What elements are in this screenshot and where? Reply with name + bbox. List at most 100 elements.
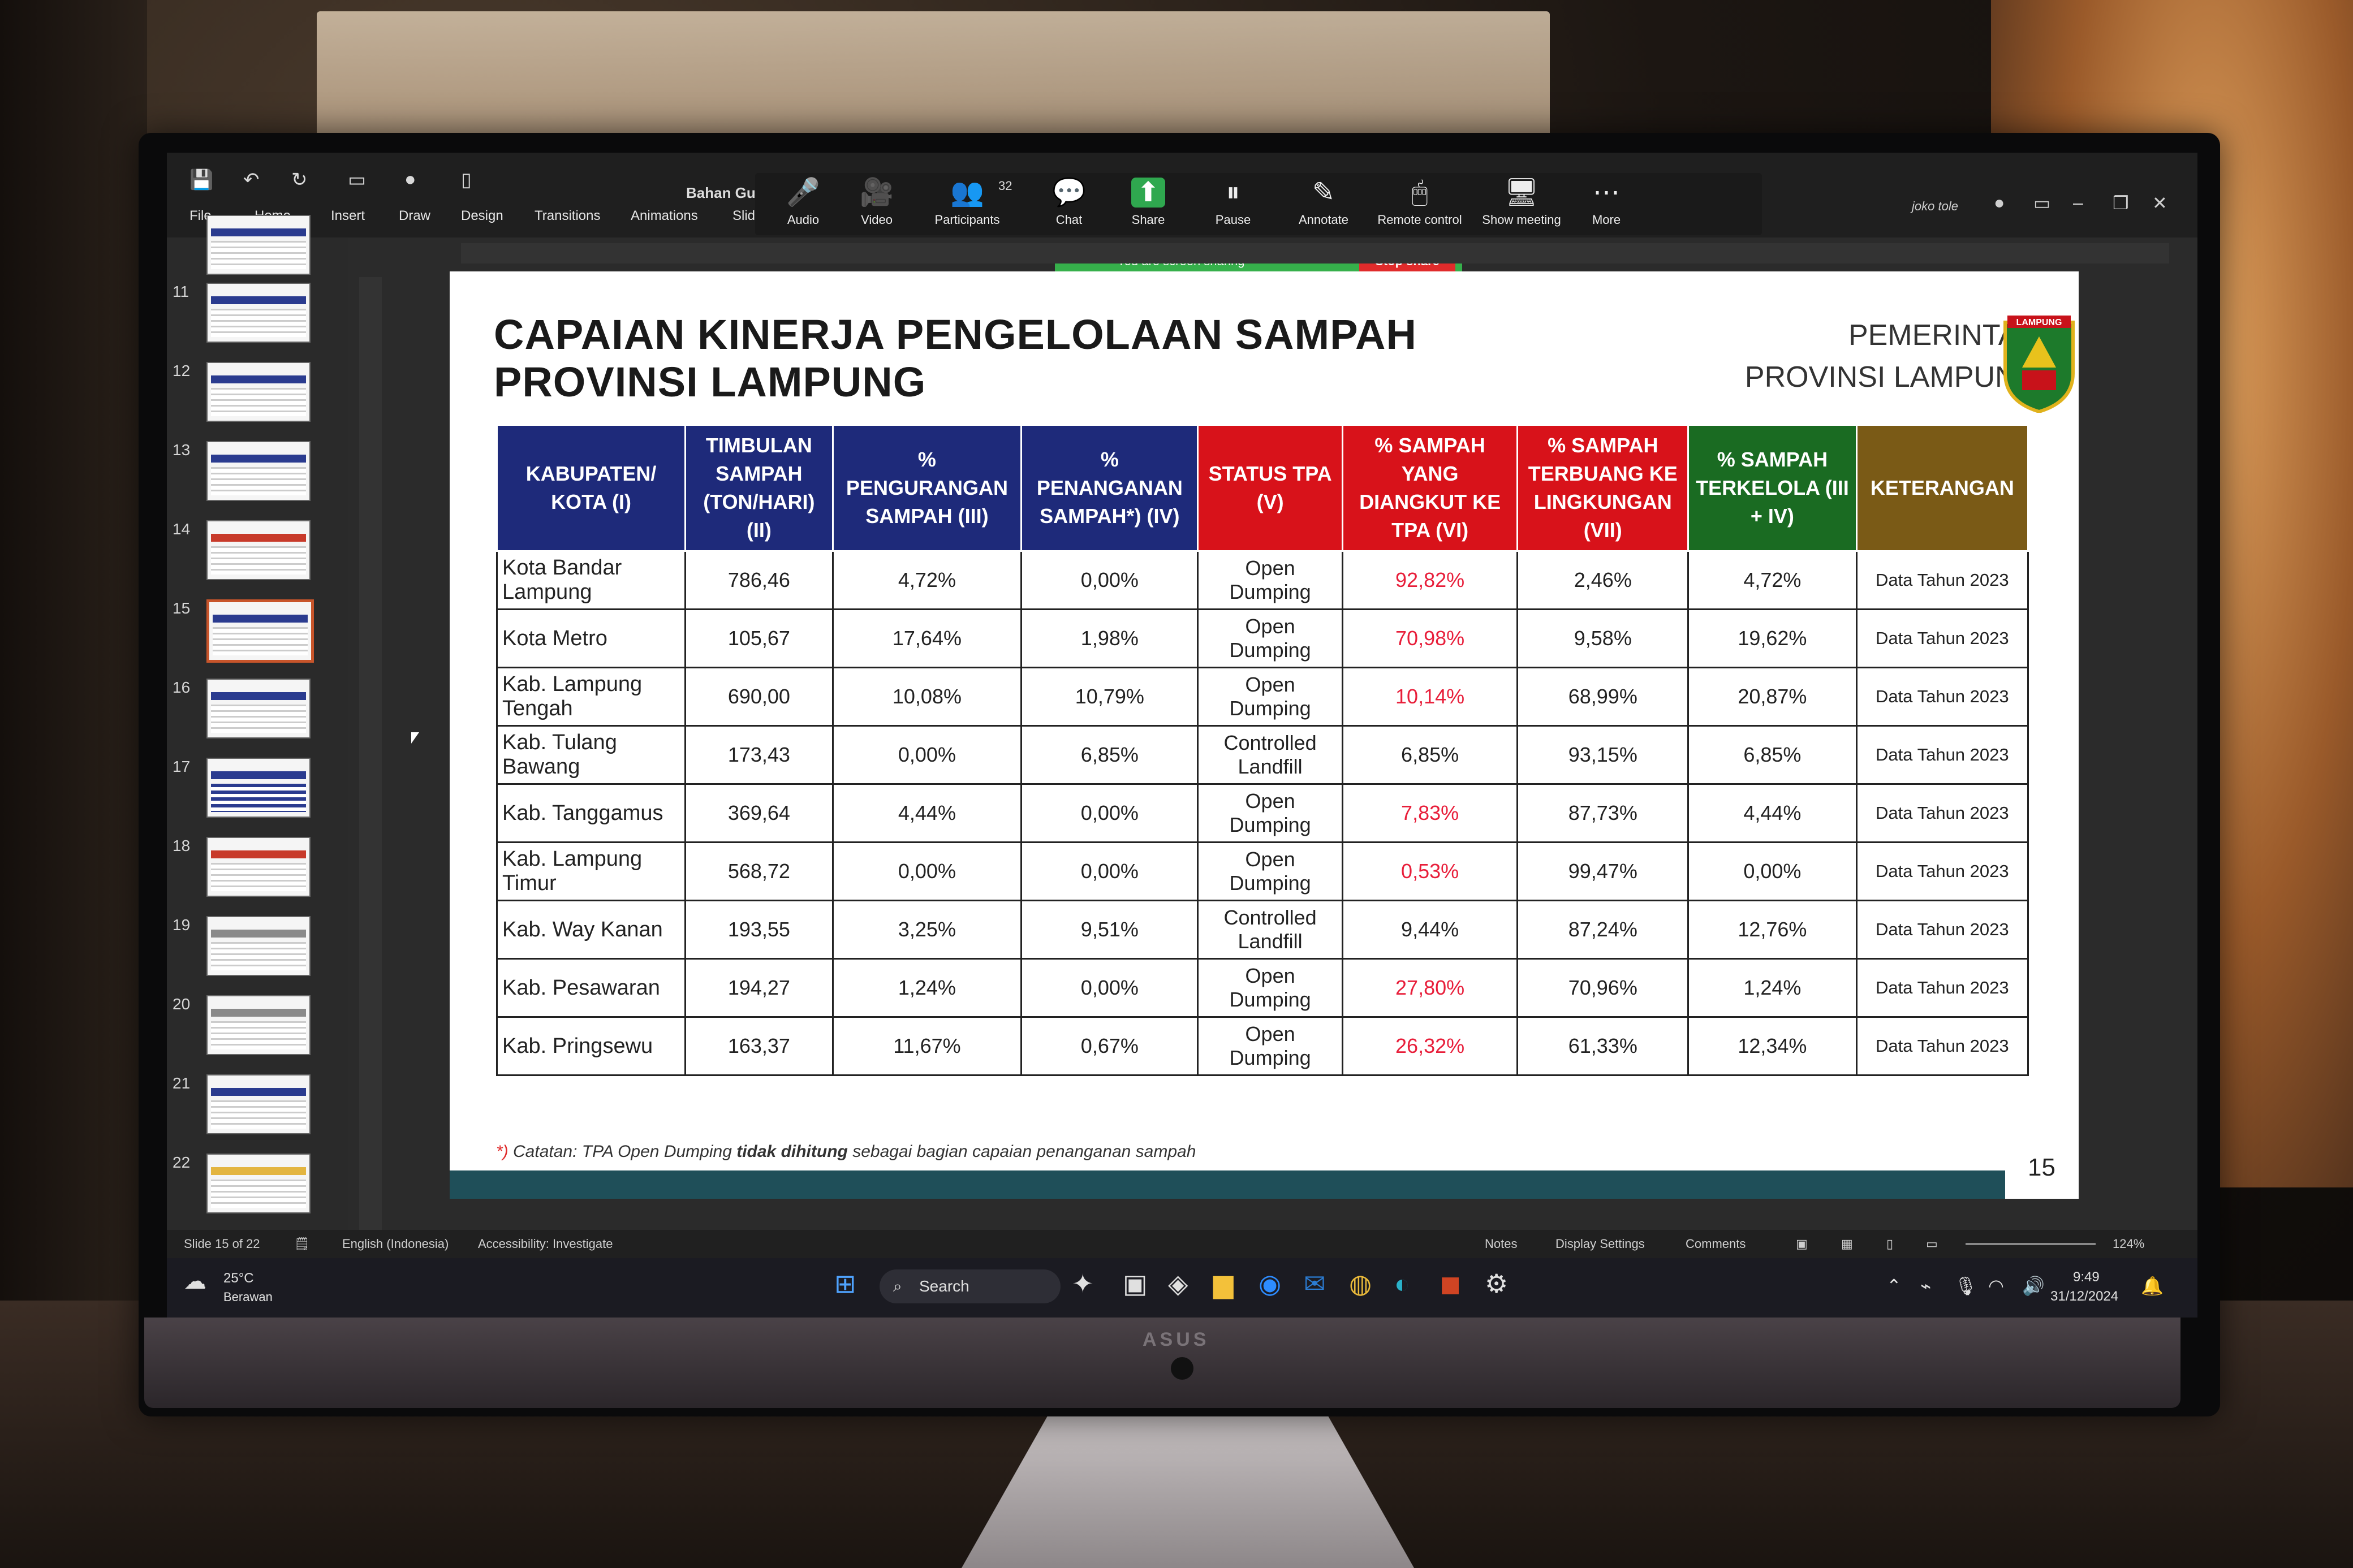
user-name: joko tole xyxy=(1912,199,1958,213)
vertical-ruler xyxy=(359,277,382,1238)
header-keterangan: KETERANGAN xyxy=(1855,424,2029,552)
show-meeting-button[interactable]: 🖥 Show meeting xyxy=(1476,173,1567,227)
edge-icon[interactable]: ◐ xyxy=(1394,1269,1410,1298)
header-terbuang: % SAMPAH TERBUANG KE LINGKUNGAN (VII) xyxy=(1516,424,1690,552)
undo-icon[interactable]: ↶ xyxy=(243,169,260,191)
powerpoint-ribbon: 💾 ↶ ↻ ▭ ● ▯ File Home Insert Draw Design… xyxy=(167,153,2197,237)
slide-thumbnail-19[interactable] xyxy=(206,916,311,976)
audio-button[interactable]: 🎤 Audio xyxy=(772,173,834,227)
normal-view-icon[interactable]: ▣ xyxy=(1796,1237,1808,1251)
language-indicator[interactable]: English (Indonesia) xyxy=(342,1237,449,1251)
notification-bell-icon[interactable]: 🔔 xyxy=(2141,1276,2164,1296)
cloud-icon: ☁ xyxy=(184,1269,206,1294)
file-explorer-icon[interactable]: ▆ xyxy=(1213,1269,1234,1298)
taskbar-search[interactable]: ⌕ Search xyxy=(880,1269,1061,1303)
more-button[interactable]: ⋯ More xyxy=(1575,173,1637,227)
table-row: Kab. Pesawaran 194,27 1,24% 0,00% Open Dumpi… xyxy=(495,958,2029,1018)
chevron-up-icon[interactable]: ⌃ xyxy=(1886,1276,1902,1296)
widgets-icon[interactable]: ✦ xyxy=(1072,1269,1094,1298)
zoom-level[interactable]: 124% xyxy=(2113,1237,2145,1251)
table-row: Kab. Tulang Bawang 173,43 0,00% 6,85% Contro… xyxy=(495,725,2029,785)
clock-date[interactable]: 31/12/2024 xyxy=(2050,1289,2119,1304)
tab-draw[interactable]: Draw xyxy=(399,208,431,223)
slide-thumbnail-20[interactable] xyxy=(206,995,311,1055)
tab-insert[interactable]: Insert xyxy=(331,208,365,223)
accessibility-button[interactable]: Accessibility: Investigate xyxy=(478,1237,613,1251)
wifi-icon[interactable]: ◠ xyxy=(1988,1276,2004,1296)
zoom-slider[interactable] xyxy=(1966,1243,2096,1245)
notes-button[interactable]: Notes xyxy=(1485,1237,1518,1251)
volume-icon[interactable]: 🔊 xyxy=(2022,1276,2045,1296)
user-avatar[interactable]: ● xyxy=(1994,192,2005,213)
slideshow-view-icon[interactable]: ▭ xyxy=(1926,1237,1938,1251)
pause-icon: ⏸ xyxy=(1226,178,1240,208)
table-row: Kota Metro 105,67 17,64% 1,98% Open Dumping 7… xyxy=(495,608,2029,668)
zoom-app-icon[interactable]: ◉ xyxy=(1259,1269,1282,1298)
share-button[interactable]: ⬆ Share xyxy=(1131,178,1166,227)
ribbon-display-icon[interactable]: ▭ xyxy=(2033,193,2051,213)
slideshow-icon[interactable]: ▭ xyxy=(348,169,367,191)
microphone-icon: 🎤 xyxy=(786,178,820,208)
windows-start-icon[interactable]: ⊞ xyxy=(834,1269,856,1298)
settings-gear-icon[interactable]: ⚙ xyxy=(1485,1269,1509,1298)
header-kabupaten: KABUPATEN/ KOTA (I) xyxy=(495,424,687,552)
chrome-icon[interactable]: ◍ xyxy=(1349,1269,1372,1298)
slide-thumbnail-22[interactable] xyxy=(206,1154,311,1213)
slide-thumbnail-10[interactable] xyxy=(206,215,311,275)
slide-thumbnail-16[interactable] xyxy=(206,679,311,738)
comments-button[interactable]: Comments xyxy=(1686,1237,1746,1251)
slide-thumbnail-13[interactable] xyxy=(206,441,311,501)
clock-time[interactable]: 9:49 xyxy=(2073,1269,2100,1285)
copilot-icon[interactable]: ◈ xyxy=(1168,1269,1188,1298)
table-row: Kab. Pringsewu 163,37 11,67% 0,67% Open Dump… xyxy=(495,1016,2029,1076)
pause-button[interactable]: ⏸ Pause xyxy=(1202,173,1264,227)
display-settings-button[interactable]: Display Settings xyxy=(1555,1237,1645,1251)
outlook-icon[interactable]: ✉ xyxy=(1304,1269,1326,1298)
chat-icon: 💬 xyxy=(1052,178,1086,208)
weather-temperature[interactable]: 25°C xyxy=(223,1271,254,1286)
monitor-brand: ASUS xyxy=(1143,1329,1210,1350)
header-pengurangan: % PENGURANGAN SAMPAH (III) xyxy=(831,424,1023,552)
save-icon[interactable]: 💾 xyxy=(189,169,214,191)
close-icon[interactable]: ✕ xyxy=(2152,193,2167,213)
powerpoint-icon[interactable]: ◼ xyxy=(1440,1269,1462,1298)
slide-thumbnail-15[interactable] xyxy=(206,599,314,663)
slide-thumbnail-12[interactable] xyxy=(206,362,311,422)
waste-management-table: KABUPATEN/ KOTA (I) TIMBULAN SAMPAH (TON… xyxy=(495,424,2029,1076)
table-row: Kab. Tanggamus 369,64 4,44% 0,00% Open Dumpi… xyxy=(495,783,2029,843)
slide-thumbnail-21[interactable] xyxy=(206,1074,311,1134)
chat-button[interactable]: 💬 Chat xyxy=(1038,173,1100,227)
header-penanganan: % PENANGANAN SAMPAH*) (IV) xyxy=(1020,424,1199,552)
header-timbulan: TIMBULAN SAMPAH (TON/HARI) (II) xyxy=(684,424,834,552)
restore-icon[interactable]: ❐ xyxy=(2113,193,2129,213)
record-icon[interactable]: ● xyxy=(404,169,416,190)
participants-button[interactable]: 👥 Participants xyxy=(925,173,1010,227)
microphone-tray-icon[interactable]: 🎙 xyxy=(1954,1276,1977,1296)
windows-taskbar: ☁ 25°C Berawan ⊞ ⌕ Search ✦ ▣ ◈ ▆ ◉ ✉ ◍ ◐… xyxy=(167,1258,2197,1318)
tab-design[interactable]: Design xyxy=(461,208,503,223)
slide-sorter-icon[interactable]: ▦ xyxy=(1841,1237,1853,1251)
notes-toggle-icon[interactable]: 🗒 xyxy=(294,1237,310,1251)
tab-transitions[interactable]: Transitions xyxy=(535,208,601,223)
lampung-emblem-icon: LAMPUNG xyxy=(2003,316,2075,413)
header-terkelola: % SAMPAH TERKELOLA (III + IV) xyxy=(1687,424,1858,552)
redo-icon[interactable]: ↻ xyxy=(291,169,308,191)
slide-thumbnail-11[interactable] xyxy=(206,283,311,343)
weather-condition: Berawan xyxy=(223,1290,273,1304)
network-icon[interactable]: ⌁ xyxy=(1920,1276,1932,1296)
slide-thumbnail-18[interactable] xyxy=(206,837,311,897)
screen: 💾 ↶ ↻ ▭ ● ▯ File Home Insert Draw Design… xyxy=(167,153,2197,1318)
remote-control-button[interactable]: 🖱 Remote control xyxy=(1372,173,1468,227)
header-diangkut: % SAMPAH YANG DIANGKUT KE TPA (VI) xyxy=(1341,424,1519,552)
zoom-toolbar: 🎤 Audio 🎥 Video 👥 Participants 32 💬 Chat ⬆ Sh… xyxy=(755,173,1762,235)
task-view-icon[interactable]: ▣ xyxy=(1123,1269,1148,1298)
slide-thumbnail-14[interactable] xyxy=(206,520,311,580)
reading-view-icon[interactable]: ▯ xyxy=(1886,1237,1894,1251)
video-button[interactable]: 🎥 Video xyxy=(846,173,908,227)
tab-animations[interactable]: Animations xyxy=(631,208,698,223)
annotate-button[interactable]: ✎ Annotate xyxy=(1287,173,1360,227)
new-file-icon[interactable]: ▯ xyxy=(461,169,472,191)
minimize-icon[interactable]: – xyxy=(2073,192,2083,213)
slide-thumbnail-17[interactable] xyxy=(206,758,311,818)
monitor-chin xyxy=(144,1318,2180,1408)
